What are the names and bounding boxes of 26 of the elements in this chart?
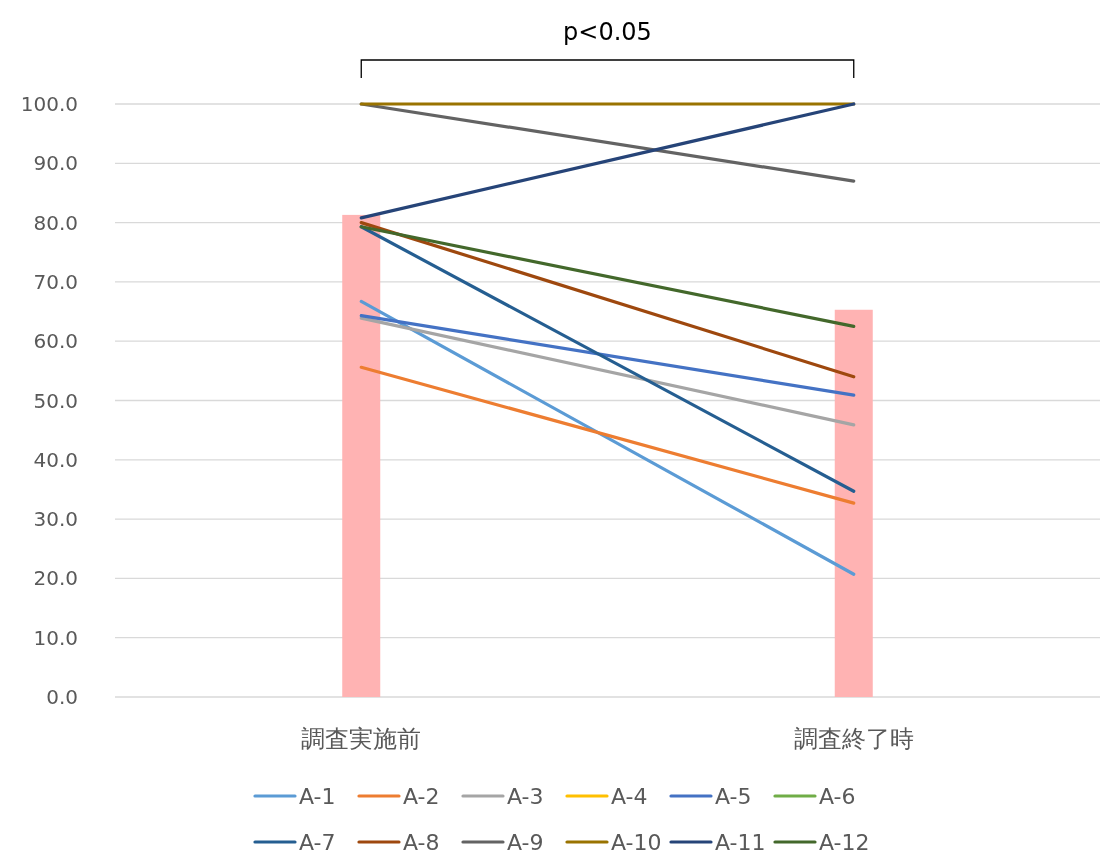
legend-label: A-4 [611, 784, 648, 809]
y-tick-label: 80.0 [33, 210, 78, 235]
y-tick-label: 100.0 [20, 92, 78, 116]
y-tick-label: 10.0 [33, 625, 78, 650]
legend-label: A-5 [715, 784, 752, 809]
legend-label: A-11 [715, 830, 766, 852]
y-tick-label: 50.0 [33, 388, 78, 413]
legend-label: A-12 [819, 830, 870, 852]
y-tick-label: 0.0 [46, 685, 78, 709]
y-tick-label: 20.0 [33, 566, 78, 591]
y-tick-label: 60.0 [33, 329, 78, 354]
legend-label: A-2 [403, 784, 440, 809]
y-tick-label: 90.0 [33, 151, 78, 176]
y-tick-label: 40.0 [33, 447, 78, 472]
legend-label: A-10 [611, 830, 662, 852]
legend-label: A-3 [507, 784, 544, 809]
y-tick-label: 30.0 [33, 507, 78, 532]
y-tick-label: 70.0 [33, 269, 78, 294]
x-tick-label: 調査終了時 [793, 725, 914, 753]
legend-label: A-6 [819, 784, 856, 809]
legend-label: A-7 [299, 830, 336, 852]
x-tick-label: 調査実施前 [301, 725, 422, 753]
text: p<0.05 [563, 18, 652, 46]
legend-label: A-1 [299, 784, 336, 809]
legend-label: A-8 [403, 830, 440, 852]
legend-label: A-9 [507, 830, 544, 852]
